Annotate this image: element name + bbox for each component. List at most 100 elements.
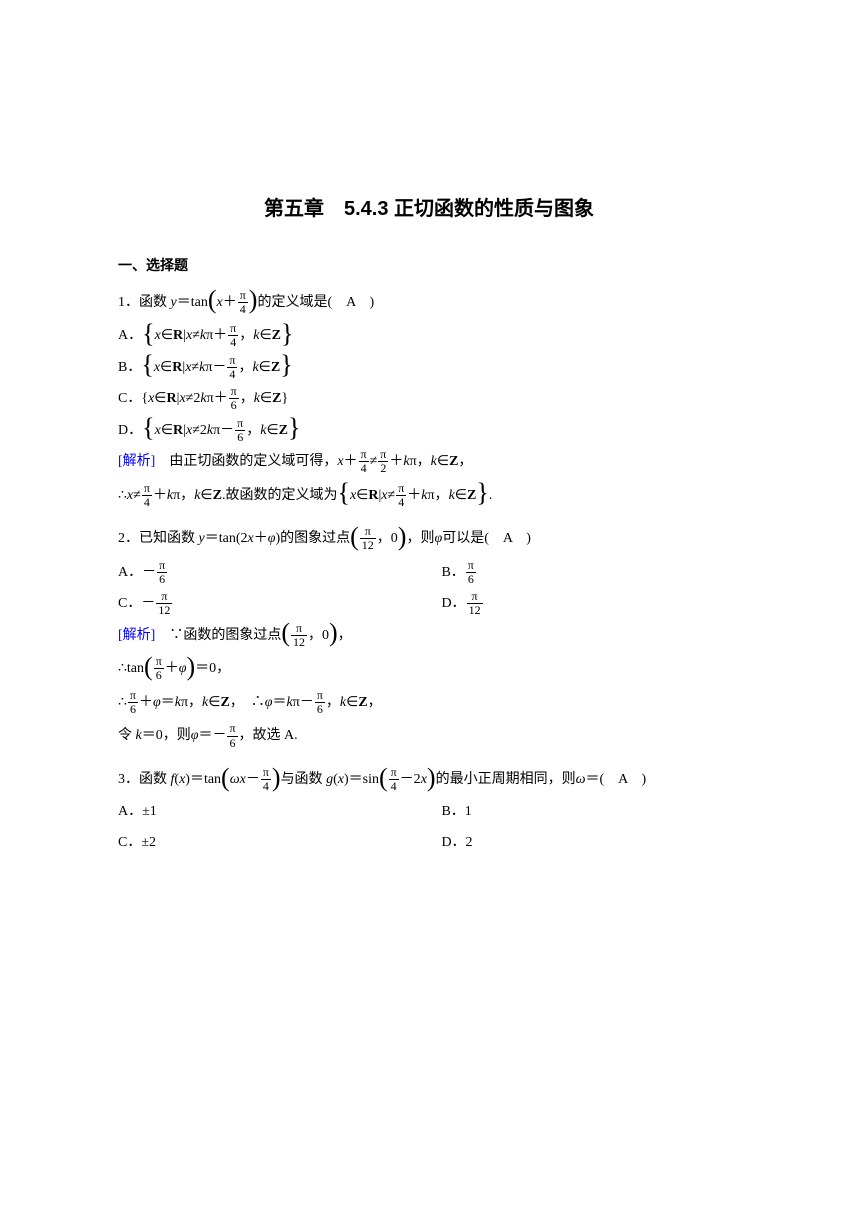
c2: ， bbox=[326, 695, 340, 710]
Z: Z bbox=[272, 328, 281, 343]
lparen-icon: ( bbox=[379, 765, 388, 791]
d: 6 bbox=[157, 572, 167, 586]
g: g bbox=[326, 772, 333, 787]
n: π bbox=[227, 354, 237, 367]
q2-option-c: C．－π12 bbox=[118, 590, 441, 618]
d: 4 bbox=[359, 461, 369, 475]
ne: ≠ bbox=[192, 328, 200, 343]
lparen-icon: ( bbox=[144, 654, 153, 680]
inZ: ∈ bbox=[260, 391, 272, 406]
cb: 可以是 bbox=[442, 531, 484, 546]
d2: 4 bbox=[389, 779, 399, 793]
q1-plus: ＋ bbox=[223, 295, 237, 310]
inZ2: ∈ bbox=[455, 488, 467, 503]
q2-row-cd: C．－π12 D．π12 bbox=[118, 590, 740, 618]
ne: ≠ bbox=[133, 488, 141, 503]
rparen-icon: ) bbox=[187, 654, 196, 680]
d: 12 bbox=[291, 635, 307, 649]
in: ∈ bbox=[160, 360, 172, 375]
ne2: ≠ bbox=[388, 488, 396, 503]
question-1-stem: 1．函数 y＝tan(x＋π4)的定义域是( A ) bbox=[118, 289, 740, 317]
inZ: ∈ bbox=[259, 328, 271, 343]
eq: ＝ bbox=[585, 772, 599, 787]
q3-option-b: B．1 bbox=[441, 799, 471, 826]
q3-option-c: C．±2 bbox=[118, 830, 441, 857]
R: R bbox=[167, 391, 177, 406]
q2-option-b: B．π6 bbox=[441, 559, 476, 587]
n: π bbox=[227, 722, 237, 735]
q2-analysis-1: [解析] ∵函数的图象过点(π12，0)， bbox=[118, 622, 740, 650]
rp: )＝tan bbox=[185, 772, 221, 787]
ans: ( A ) bbox=[599, 772, 646, 787]
pi: π－ bbox=[205, 360, 226, 375]
inZ: ∈ bbox=[259, 360, 271, 375]
p: ＋ bbox=[165, 661, 179, 676]
Z: Z bbox=[271, 360, 280, 375]
pre: ∴tan bbox=[118, 661, 144, 676]
Z2: Z bbox=[358, 695, 367, 710]
n: π bbox=[261, 766, 271, 779]
Z: Z bbox=[213, 488, 222, 503]
eq: ＝0， bbox=[195, 661, 230, 676]
rbrace-icon: } bbox=[476, 480, 488, 506]
pre: ∴ bbox=[118, 695, 127, 710]
n: π bbox=[156, 590, 172, 603]
l: B． bbox=[441, 565, 464, 580]
d: 6 bbox=[235, 430, 245, 444]
n: π bbox=[360, 525, 376, 538]
eq: ＝ bbox=[161, 695, 175, 710]
rparen-icon: ) bbox=[398, 524, 407, 550]
in: ∈ bbox=[161, 328, 173, 343]
Z2: Z bbox=[467, 488, 476, 503]
opt-label: A． bbox=[118, 328, 142, 343]
m: － bbox=[246, 772, 260, 787]
d: 4 bbox=[228, 335, 238, 349]
d: 12 bbox=[467, 603, 483, 617]
n2: π bbox=[396, 482, 406, 495]
q1-option-b: B．{x∈R|x≠kπ－π4，k∈Z} bbox=[118, 354, 740, 382]
ne: ≠ bbox=[370, 454, 378, 469]
suf: ，则 bbox=[406, 531, 434, 546]
rp2: )＝sin bbox=[344, 772, 379, 787]
l: A．－ bbox=[118, 565, 156, 580]
pi: π＋ bbox=[206, 328, 227, 343]
opt-label: D． bbox=[118, 423, 142, 438]
pi: π－ bbox=[213, 423, 234, 438]
lbrace-icon: { bbox=[142, 415, 154, 441]
pi: π， bbox=[173, 488, 194, 503]
R: R bbox=[173, 328, 183, 343]
w2: ω bbox=[576, 772, 586, 787]
c: ， bbox=[239, 328, 253, 343]
n: π bbox=[359, 448, 369, 461]
d: 6 bbox=[466, 572, 476, 586]
q1-den: 4 bbox=[238, 302, 248, 316]
n: π bbox=[154, 655, 164, 668]
n: π bbox=[228, 322, 238, 335]
p: ＋ bbox=[344, 454, 358, 469]
ne: ≠ bbox=[191, 360, 199, 375]
R: R bbox=[173, 423, 183, 438]
phi: φ bbox=[153, 695, 161, 710]
e: ， bbox=[458, 454, 472, 469]
q1-analysis-1: [解析] 由正切函数的定义域可得，x＋π4≠π2＋kπ，k∈Z， bbox=[118, 448, 740, 476]
pk2: ＋ bbox=[407, 488, 421, 503]
d: 12 bbox=[156, 603, 172, 617]
mid: 与函数 bbox=[281, 772, 327, 787]
d: 4 bbox=[261, 779, 271, 793]
suf: 的最小正周期相同，则 bbox=[436, 772, 576, 787]
question-3-stem: 3．函数 f(x)＝tan(ωx－π4)与函数 g(x)＝sin(π4－2x)的… bbox=[118, 766, 740, 794]
d: 6 bbox=[227, 736, 237, 750]
q1-prefix: 1．函数 bbox=[118, 295, 171, 310]
q3-option-d: D．2 bbox=[441, 830, 472, 857]
in: ∈ bbox=[356, 488, 368, 503]
lparen-icon: ( bbox=[208, 287, 217, 313]
q1-eq: ＝tan bbox=[177, 295, 208, 310]
Z: Z bbox=[279, 423, 288, 438]
n: π bbox=[157, 559, 167, 572]
d: 6 bbox=[229, 398, 239, 412]
pk: ＋ bbox=[389, 454, 403, 469]
n: π bbox=[142, 482, 152, 495]
pre: ∴ bbox=[118, 488, 127, 503]
pk: ＋ bbox=[153, 488, 167, 503]
phi: φ bbox=[179, 661, 187, 676]
